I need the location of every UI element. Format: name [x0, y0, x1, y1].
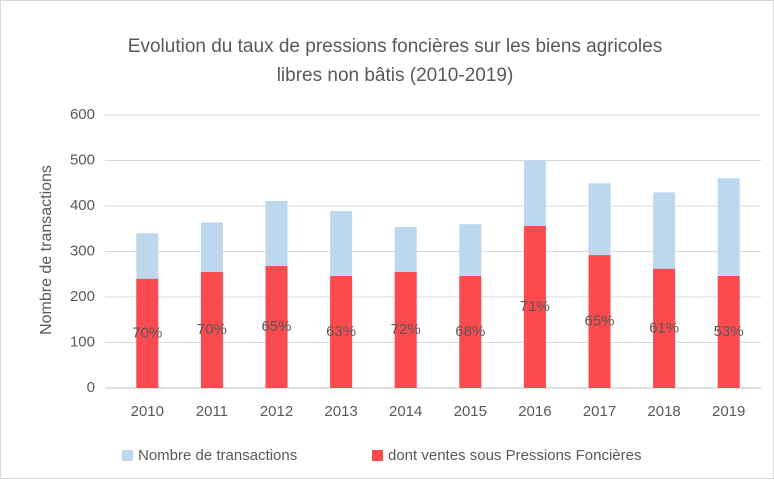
bar-annotation: 63%	[326, 323, 356, 340]
bar-annotation: 72%	[391, 321, 421, 338]
y-tick-label: 400	[70, 197, 95, 214]
bar	[459, 276, 482, 388]
bar-annotation: 70%	[132, 324, 162, 341]
x-tick-label: 2012	[260, 403, 293, 420]
x-tick-label: 2019	[712, 403, 745, 420]
x-tick-label: 2017	[583, 403, 616, 420]
y-tick-label: 0	[87, 379, 95, 396]
y-tick-label: 200	[70, 288, 95, 305]
bar-annotation: 61%	[649, 319, 679, 336]
bar-annotation: 68%	[455, 323, 485, 340]
legend-label: dont ventes sous Pressions Foncières	[388, 447, 641, 464]
bar	[653, 268, 676, 388]
x-tick-label: 2014	[389, 403, 422, 420]
chart-title: Evolution du taux de pressions foncières…	[128, 36, 662, 57]
bar	[588, 255, 611, 388]
y-tick-label: 100	[70, 333, 95, 350]
bar	[200, 271, 223, 388]
x-tick-label: 2018	[647, 403, 680, 420]
x-tick-label: 2015	[454, 403, 487, 420]
bar-annotation: 65%	[261, 318, 291, 335]
legend-label: Nombre de transactions	[138, 447, 297, 464]
legend-swatch	[372, 450, 383, 461]
bar	[136, 278, 159, 388]
x-tick-label: 2011	[196, 403, 228, 420]
x-tick-label: 2010	[131, 403, 164, 420]
y-tick-label: 600	[70, 106, 95, 123]
bar-annotation: 70%	[197, 321, 227, 338]
bar	[265, 266, 288, 388]
bar	[717, 276, 740, 388]
y-axis-label: Nombre de transactions	[38, 165, 55, 335]
y-tick-label: 300	[70, 242, 95, 259]
bar	[523, 226, 546, 388]
x-tick-label: 2016	[518, 403, 551, 420]
bar-annotation: 53%	[714, 323, 744, 340]
chart-title: libres non bâtis (2010-2019)	[277, 65, 514, 86]
legend-swatch	[122, 450, 133, 461]
bar-annotation: 71%	[520, 298, 550, 315]
y-tick-label: 500	[70, 151, 95, 168]
bar	[330, 276, 353, 388]
x-tick-label: 2013	[324, 403, 357, 420]
bar	[394, 271, 417, 388]
bar-annotation: 65%	[584, 313, 614, 330]
